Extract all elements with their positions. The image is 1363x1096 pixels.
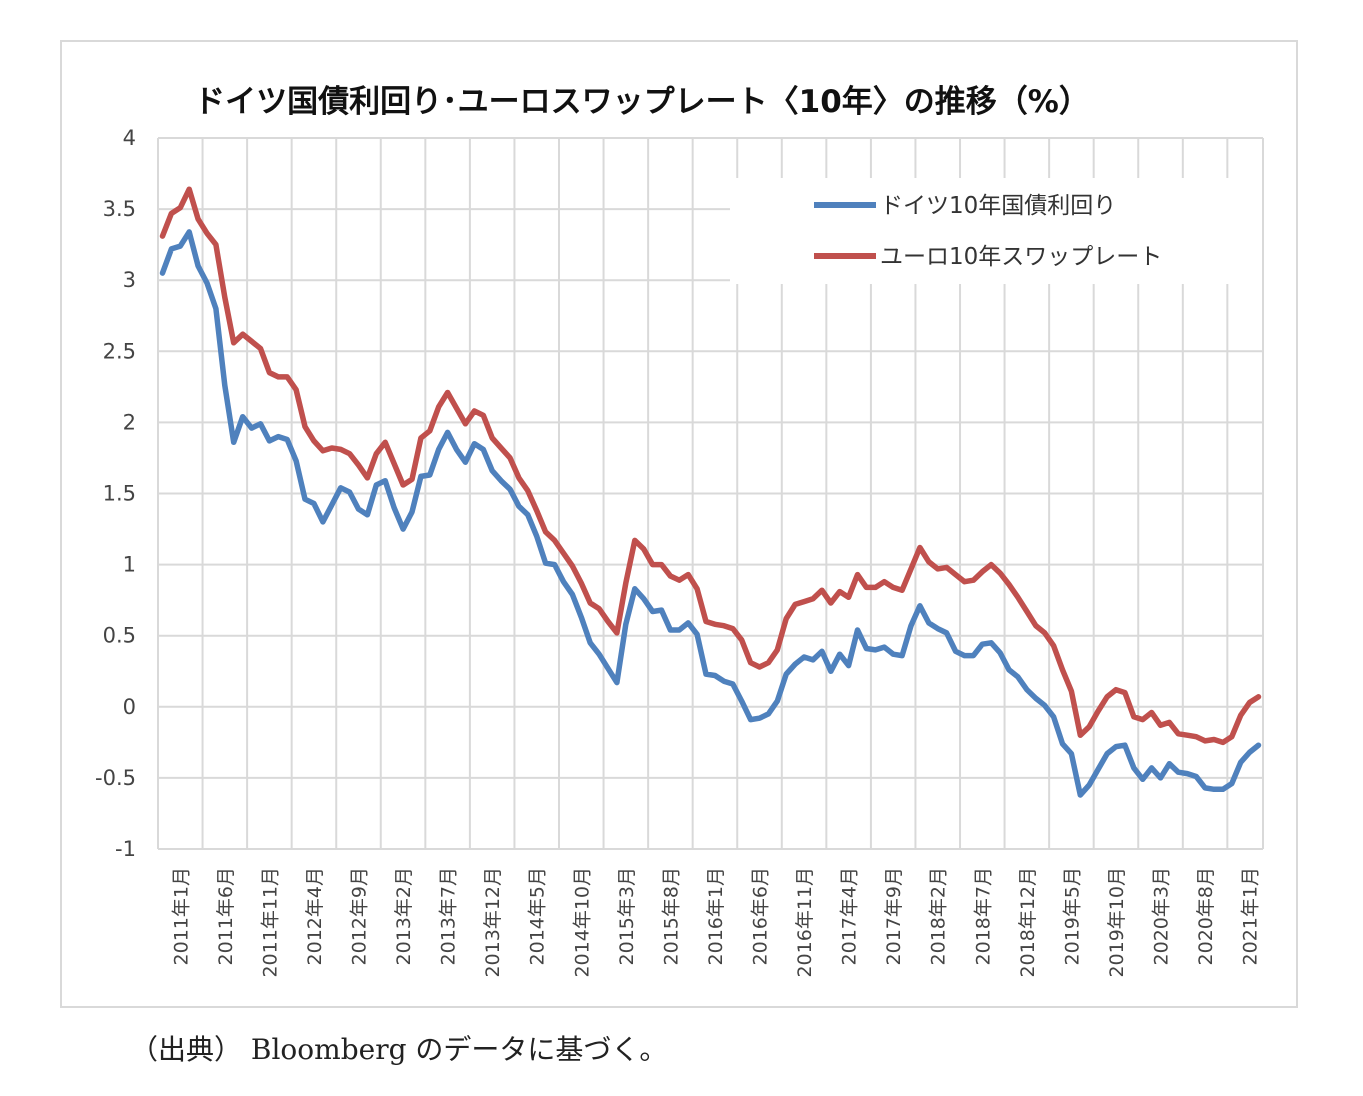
x-tick-label: 2016年6月 [750, 867, 772, 965]
x-tick-label: 2013年2月 [393, 867, 415, 965]
y-tick-label: 0 [123, 695, 136, 719]
y-tick-label: 1 [123, 553, 136, 577]
line-chart: ドイツ国債利回り･ユーロスワップレート〈10年〉の推移（%） 4 3.5 3 2.5 2… [95, 84, 1264, 978]
series-lines [159, 186, 1262, 798]
x-tick-label: 2017年9月 [883, 867, 905, 965]
x-tick-label: 2014年10月 [571, 867, 593, 978]
x-tick-label: 2015年3月 [616, 867, 638, 965]
x-tick-label: 2020年3月 [1151, 867, 1173, 965]
x-tick-label: 2011年6月 [215, 867, 237, 965]
y-tick-label: -0.5 [95, 766, 136, 790]
x-tick-label: 2015年8月 [660, 867, 682, 965]
chart-frame: ドイツ国債利回り･ユーロスワップレート〈10年〉の推移（%） 4 3.5 3 2.5 2… [60, 40, 1298, 1008]
x-tick-label: 2021年1月 [1240, 867, 1262, 965]
y-tick-label: 2 [123, 410, 136, 434]
x-tick-label: 2012年9月 [349, 867, 371, 965]
series-line-swap [159, 186, 1262, 746]
y-tick-label: 3.5 [103, 197, 136, 221]
grid [157, 137, 1264, 850]
x-tick-label: 2011年1月 [170, 867, 192, 965]
x-tick-label: 2019年5月 [1061, 867, 1083, 965]
x-tick-label: 2018年2月 [928, 867, 950, 965]
x-tick-label: 2011年11月 [259, 867, 281, 978]
x-tick-label: 2018年12月 [1017, 867, 1039, 978]
x-tick-label: 2013年12月 [482, 867, 504, 978]
source-caption: （出典） Bloomberg のデータに基づく。 [130, 1033, 668, 1066]
y-tick-label: 3 [123, 268, 136, 292]
y-tick-label: 2.5 [103, 339, 136, 363]
x-tick-label: 2014年5月 [527, 867, 549, 965]
legend-label-swap: ユーロ10年スワップレート [880, 244, 1162, 270]
x-tick-label: 2012年4月 [304, 867, 326, 965]
x-tick-label: 2019年10月 [1106, 867, 1128, 978]
x-tick-label: 2016年11月 [794, 867, 816, 978]
x-tick-label: 2018年7月 [972, 867, 994, 965]
y-tick-label: 0.5 [103, 624, 136, 648]
x-tick-label: 2020年8月 [1195, 867, 1217, 965]
y-tick-label: -1 [115, 837, 136, 861]
x-axis-ticks: 2011年1月 2011年6月 2011年11月 2012年4月 2012年9月 2013… [170, 867, 1261, 978]
y-tick-label: 1.5 [103, 482, 136, 506]
legend: ドイツ10年国債利回り ユーロ10年スワップレート [730, 178, 1262, 284]
y-axis-ticks: 4 3.5 3 2.5 2 1.5 1 0.5 0 -0.5 -1 [95, 126, 136, 861]
x-tick-label: 2017年4月 [839, 867, 861, 965]
series-line-bund [159, 229, 1262, 798]
legend-label-bund: ドイツ10年国債利回り [880, 193, 1116, 219]
chart-title: ドイツ国債利回り･ユーロスワップレート〈10年〉の推移（%） [194, 84, 1090, 120]
x-tick-label: 2016年1月 [705, 867, 727, 965]
x-tick-label: 2013年7月 [438, 867, 460, 965]
y-tick-label: 4 [123, 126, 136, 150]
legend-box [730, 178, 1262, 284]
